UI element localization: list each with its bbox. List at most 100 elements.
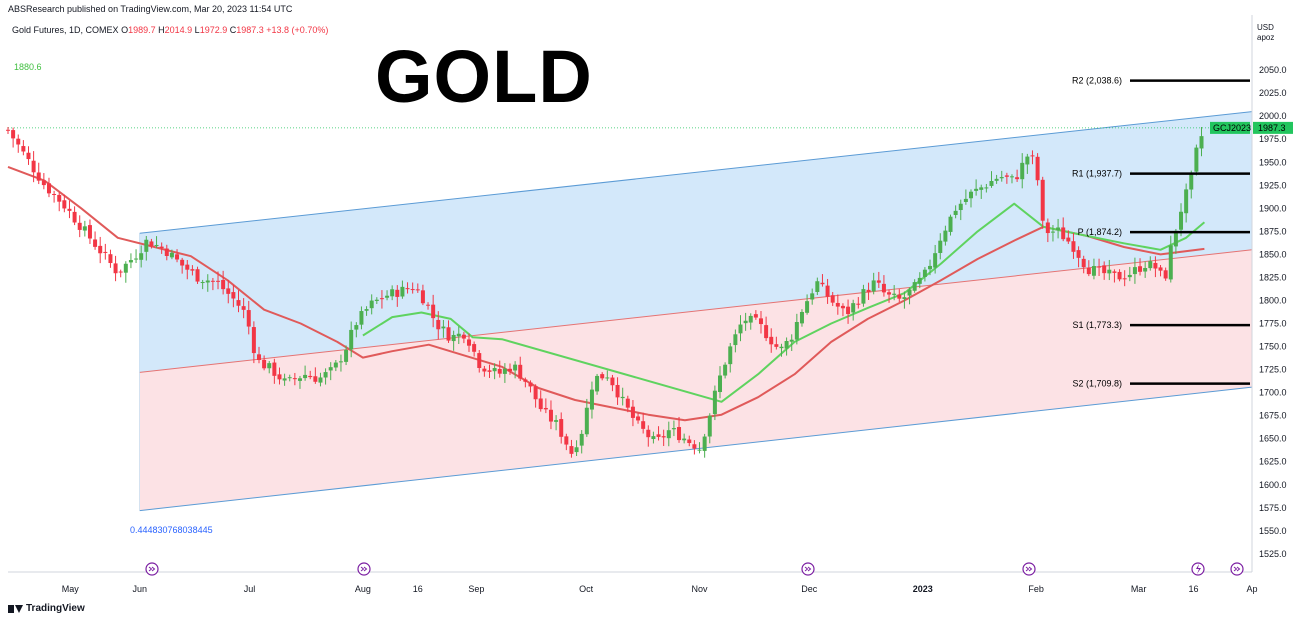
candle-body — [62, 200, 67, 209]
event-marker-icon[interactable] — [801, 562, 815, 576]
candle-body — [277, 374, 282, 380]
candle-body — [1035, 156, 1040, 181]
candle — [922, 267, 927, 282]
candle — [948, 214, 953, 236]
candle — [661, 429, 666, 447]
candle-body — [221, 280, 226, 290]
time-tick: Ap — [1246, 584, 1257, 594]
candle-body — [671, 428, 676, 430]
price-tick: 1675.0 — [1259, 411, 1287, 421]
candle-body — [948, 216, 953, 232]
candle-body — [1097, 266, 1102, 268]
pivot-label-s2: S2 (1,709.8) — [1072, 379, 1122, 389]
candle — [180, 257, 185, 274]
candle-body — [881, 283, 886, 293]
event-marker-icon[interactable] — [1022, 562, 1036, 576]
time-tick: Jul — [244, 584, 256, 594]
candle-body — [682, 438, 687, 441]
price-tick: 1550.0 — [1259, 526, 1287, 536]
candle — [256, 346, 261, 364]
pivot-label-s1: S1 (1,773.3) — [1072, 320, 1122, 330]
tradingview-logo-icon — [8, 604, 23, 613]
candle — [1107, 259, 1112, 281]
candle-body — [497, 368, 502, 374]
candle-body — [231, 292, 236, 299]
candle — [123, 261, 128, 283]
candle-body — [984, 187, 989, 189]
left-level-label: 1880.6 — [14, 62, 42, 72]
candle-body — [272, 362, 277, 376]
symbol-name[interactable]: Gold Futures, 1D, COMEX — [12, 25, 119, 35]
candle — [733, 329, 738, 353]
candle-body — [313, 376, 318, 382]
time-tick: Sep — [468, 584, 484, 594]
flash-icon[interactable] — [1191, 562, 1205, 576]
candle — [190, 265, 195, 276]
candlesticks — [6, 126, 1204, 458]
candle-body — [1030, 155, 1035, 157]
candle — [41, 173, 46, 190]
candle-body — [697, 449, 702, 451]
event-marker-icon[interactable] — [1230, 562, 1244, 576]
event-marker-arrow — [804, 566, 812, 572]
price-tick: 1600.0 — [1259, 480, 1287, 490]
price-tick: 1925.0 — [1259, 180, 1287, 190]
candle-body — [753, 314, 758, 318]
candle — [620, 387, 625, 406]
candle — [1148, 256, 1153, 271]
candle — [805, 294, 810, 315]
candle-body — [728, 346, 733, 365]
candle-body — [123, 263, 128, 273]
candle-body — [979, 187, 984, 190]
candle-body — [57, 194, 62, 202]
candle — [164, 244, 169, 261]
candle-body — [646, 429, 651, 438]
candle-body — [507, 368, 512, 372]
time-tick: Jun — [132, 584, 147, 594]
candle-body — [364, 309, 369, 311]
candle-body — [333, 362, 338, 368]
candle-body — [113, 263, 118, 274]
candle — [938, 233, 943, 260]
candle-body — [400, 286, 405, 297]
candle-body — [6, 129, 10, 131]
candle — [467, 333, 472, 352]
candle — [328, 362, 333, 381]
event-marker-icon[interactable] — [357, 562, 371, 576]
candle-body — [789, 339, 794, 342]
candle — [897, 289, 902, 302]
flash-bolt — [1196, 564, 1201, 574]
candle — [221, 270, 226, 295]
candle — [446, 320, 451, 343]
candle — [881, 275, 886, 297]
candle-body — [738, 324, 743, 334]
candle — [1102, 261, 1107, 280]
candle-body — [718, 375, 723, 393]
low-label: L — [194, 25, 200, 35]
event-marker-icon[interactable] — [145, 562, 159, 576]
time-tick: Mar — [1131, 584, 1147, 594]
candle — [175, 249, 180, 263]
candle — [1179, 203, 1184, 237]
candle — [1143, 261, 1148, 278]
price-axis: 2050.0 2025.0 2000.0 1975.0 1950.0 1925.0 1900… — [1210, 65, 1293, 559]
candle — [231, 284, 236, 308]
candle — [379, 290, 384, 309]
currency-unit[interactable]: USD apoz — [1257, 23, 1274, 43]
candle — [241, 298, 246, 319]
candle — [912, 279, 917, 293]
candle — [426, 302, 431, 310]
candle — [1194, 144, 1199, 176]
candle — [595, 373, 600, 395]
candle-body — [1117, 271, 1122, 280]
candle-body — [912, 282, 917, 291]
candle-body — [154, 244, 159, 246]
price-tick: 1750.0 — [1259, 342, 1287, 352]
candle-body — [579, 433, 584, 446]
time-tick: Feb — [1028, 584, 1044, 594]
candle — [574, 440, 579, 456]
candle — [943, 225, 948, 246]
candle — [113, 255, 118, 282]
candle — [1127, 266, 1132, 282]
